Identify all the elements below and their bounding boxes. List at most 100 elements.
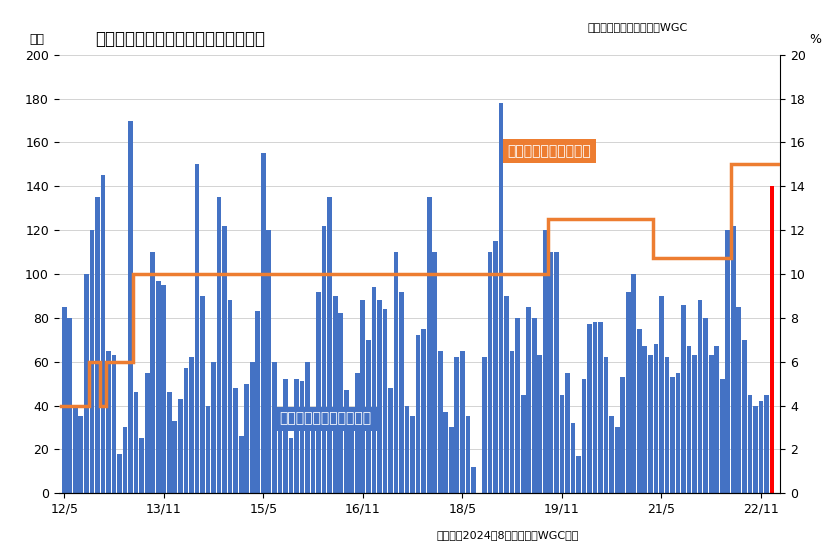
Bar [515, 318, 520, 493]
Text: インドの月間金輸入量と金輸入関税率: インドの月間金輸入量と金輸入関税率 [95, 30, 265, 48]
Bar [316, 292, 321, 493]
Bar [571, 423, 576, 493]
Bar [466, 416, 470, 493]
Bar [764, 395, 769, 493]
Bar [471, 467, 476, 493]
Bar [211, 362, 216, 493]
Bar [681, 305, 685, 493]
Text: （出所）インド商工省、WGC: （出所）インド商工省、WGC [587, 22, 687, 32]
Bar [139, 438, 144, 493]
Bar [305, 362, 310, 493]
Bar [565, 373, 570, 493]
Bar [267, 230, 271, 493]
Bar [632, 274, 636, 493]
Text: インド金輸入量（左軸）: インド金輸入量（左軸） [279, 412, 372, 426]
Bar [637, 329, 642, 493]
Bar [366, 340, 371, 493]
Bar [549, 252, 553, 493]
Bar [648, 355, 653, 493]
Text: 金輸入関税率（右軸）: 金輸入関税率（右軸） [508, 144, 591, 158]
Bar [709, 355, 713, 493]
Bar [333, 296, 337, 493]
Bar [698, 300, 702, 493]
Bar [222, 226, 227, 493]
Bar [620, 377, 625, 493]
Bar [344, 390, 348, 493]
Bar [322, 226, 326, 493]
Bar [482, 357, 487, 493]
Bar [753, 406, 758, 493]
Bar [79, 416, 83, 493]
Bar [432, 252, 437, 493]
Bar [604, 357, 608, 493]
Bar [95, 197, 100, 493]
Bar [327, 197, 332, 493]
Bar [609, 416, 614, 493]
Bar [156, 281, 160, 493]
Bar [438, 351, 443, 493]
Bar [173, 421, 177, 493]
Bar [161, 285, 166, 493]
Bar [560, 395, 564, 493]
Bar [349, 412, 354, 493]
Bar [377, 300, 382, 493]
Bar [416, 335, 420, 493]
Bar [206, 406, 211, 493]
Bar [576, 456, 581, 493]
Bar [703, 318, 708, 493]
Bar [355, 373, 360, 493]
Bar [543, 230, 548, 493]
Bar [720, 379, 725, 493]
Bar [504, 296, 509, 493]
Bar [101, 175, 106, 493]
Bar [758, 401, 763, 493]
Bar [67, 318, 72, 493]
Bar [216, 197, 221, 493]
Bar [117, 454, 122, 493]
Bar [122, 427, 128, 493]
Bar [361, 300, 365, 493]
Bar [73, 406, 78, 493]
Bar [178, 399, 183, 493]
Bar [427, 197, 431, 493]
Bar [714, 346, 719, 493]
Bar [184, 368, 188, 493]
Bar [233, 388, 238, 493]
Bar [538, 355, 542, 493]
Bar [554, 252, 559, 493]
Bar [675, 373, 680, 493]
Text: %: % [809, 33, 821, 46]
Bar [421, 329, 426, 493]
Bar [587, 324, 591, 493]
Bar [310, 416, 315, 493]
Bar [404, 406, 409, 493]
Bar [90, 230, 94, 493]
Bar [654, 344, 659, 493]
Bar [383, 309, 388, 493]
Bar [455, 357, 459, 493]
Bar [643, 346, 647, 493]
Bar [107, 351, 111, 493]
Bar [521, 395, 525, 493]
Bar [460, 351, 465, 493]
Bar [388, 388, 393, 493]
Bar [239, 436, 243, 493]
Bar [686, 346, 691, 493]
Bar [742, 340, 747, 493]
Bar [449, 427, 454, 493]
Bar [737, 307, 741, 493]
Bar [189, 357, 194, 493]
Bar [487, 252, 492, 493]
Bar [84, 274, 89, 493]
Bar [294, 379, 299, 493]
Bar [150, 252, 155, 493]
Bar [393, 252, 399, 493]
Bar [581, 379, 586, 493]
Bar [726, 230, 730, 493]
Bar [493, 241, 498, 493]
Bar [372, 287, 376, 493]
Text: トン: トン [30, 33, 44, 46]
Bar [510, 351, 514, 493]
Bar [62, 307, 66, 493]
Bar [300, 381, 305, 493]
